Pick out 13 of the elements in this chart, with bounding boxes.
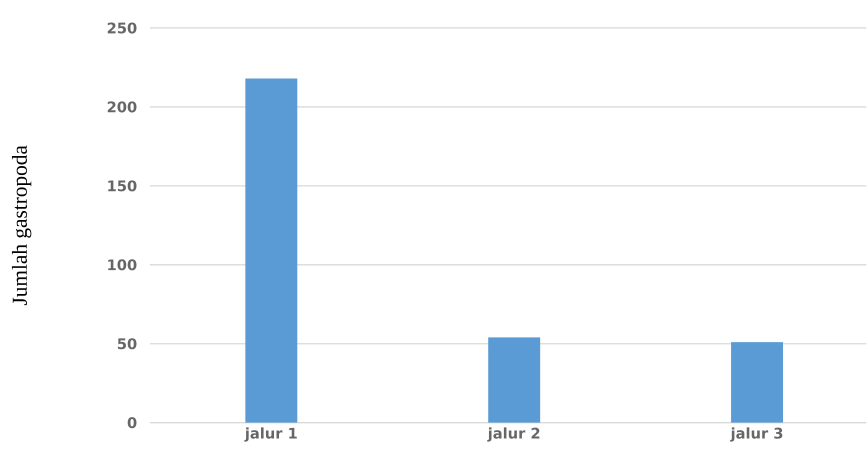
- bar: [245, 78, 298, 423]
- y-tick-label: 0: [128, 417, 136, 428]
- y-tick-label: 250: [108, 22, 136, 34]
- x-tick-label: jalur 1: [244, 428, 297, 442]
- y-tick-label: 200: [108, 102, 136, 113]
- bar: [488, 338, 540, 423]
- y-axis-title: Jumlah gastropoda: [12, 146, 32, 306]
- y-tick-label: 50: [118, 338, 136, 350]
- x-tick-label: jalur 3: [730, 428, 782, 442]
- bar: [731, 342, 784, 423]
- y-tick-label: 100: [108, 259, 136, 271]
- y-tick-label: 150: [108, 180, 136, 192]
- x-tick-label: jalur 2: [487, 428, 540, 442]
